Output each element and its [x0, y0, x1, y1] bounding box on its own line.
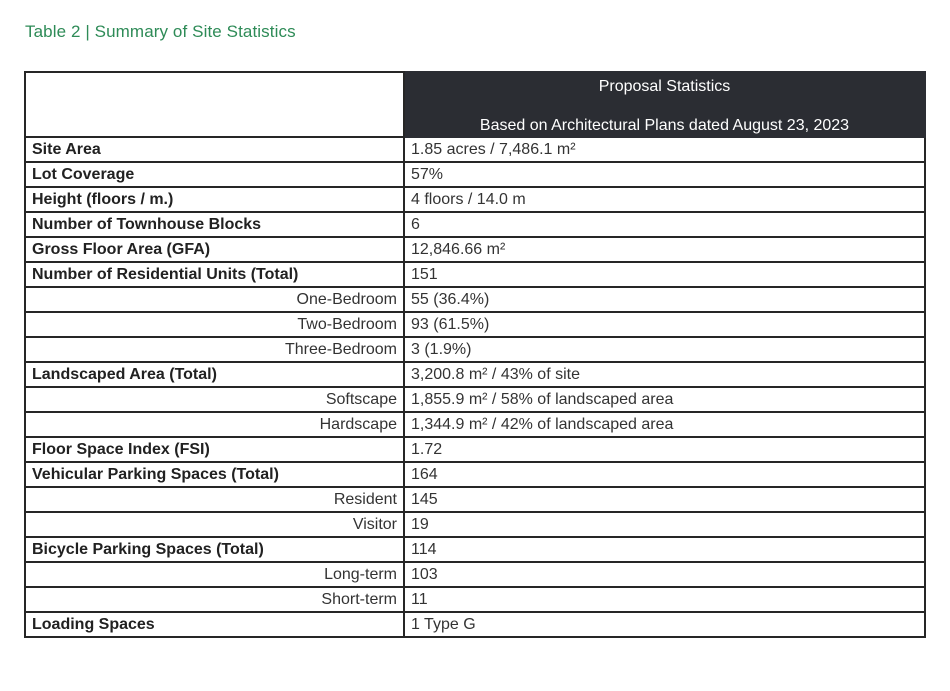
row-label: Vehicular Parking Spaces (Total)	[24, 461, 405, 488]
row-sublabel: Resident	[24, 486, 405, 513]
header-subtitle: Based on Architectural Plans dated Augus…	[479, 117, 850, 134]
row-value: 1 Type G	[403, 611, 926, 638]
row-label: Lot Coverage	[24, 161, 405, 188]
table-row: Bicycle Parking Spaces (Total) 114	[24, 536, 926, 563]
row-label: Height (floors / m.)	[24, 186, 405, 213]
row-value: 145	[403, 486, 926, 513]
header-title: Proposal Statistics	[598, 78, 731, 95]
row-label: Gross Floor Area (GFA)	[24, 236, 405, 263]
row-label: Bicycle Parking Spaces (Total)	[24, 536, 405, 563]
table-header: Proposal Statistics Based on Architectur…	[24, 71, 926, 138]
site-statistics-table: Proposal Statistics Based on Architectur…	[24, 71, 926, 638]
row-value: 11	[403, 586, 926, 613]
row-label: Number of Residential Units (Total)	[24, 261, 405, 288]
row-value: 1,855.9 m² / 58% of landscaped area	[403, 386, 926, 413]
row-value: 19	[403, 511, 926, 538]
table-row: Resident 145	[24, 486, 926, 513]
row-sublabel: One-Bedroom	[24, 286, 405, 313]
row-sublabel: Three-Bedroom	[24, 336, 405, 363]
row-label: Floor Space Index (FSI)	[24, 436, 405, 463]
table-row: One-Bedroom 55 (36.4%)	[24, 286, 926, 313]
table-row: Vehicular Parking Spaces (Total) 164	[24, 461, 926, 488]
row-sublabel: Long-term	[24, 561, 405, 588]
row-value: 55 (36.4%)	[403, 286, 926, 313]
row-value: 3 (1.9%)	[403, 336, 926, 363]
row-label: Loading Spaces	[24, 611, 405, 638]
row-value: 6	[403, 211, 926, 238]
row-sublabel: Short-term	[24, 586, 405, 613]
table-row: Gross Floor Area (GFA) 12,846.66 m²	[24, 236, 926, 263]
row-sublabel: Hardscape	[24, 411, 405, 438]
table-row: Two-Bedroom 93 (61.5%)	[24, 311, 926, 338]
table-row: Hardscape 1,344.9 m² / 42% of landscaped …	[24, 411, 926, 438]
table-row: Height (floors / m.) 4 floors / 14.0 m	[24, 186, 926, 213]
row-value: 12,846.66 m²	[403, 236, 926, 263]
header-row: Proposal Statistics Based on Architectur…	[24, 71, 926, 138]
row-value: 1,344.9 m² / 42% of landscaped area	[403, 411, 926, 438]
table-row: Loading Spaces 1 Type G	[24, 611, 926, 638]
table-body: Site Area 1.85 acres / 7,486.1 m² Lot Cove…	[24, 136, 926, 638]
row-sublabel: Visitor	[24, 511, 405, 538]
row-value: 3,200.8 m² / 43% of site	[403, 361, 926, 388]
row-sublabel: Two-Bedroom	[24, 311, 405, 338]
header-blank-cell	[24, 71, 405, 138]
table-row: Number of Residential Units (Total) 151	[24, 261, 926, 288]
table-row: Long-term 103	[24, 561, 926, 588]
table-row: Lot Coverage 57%	[24, 161, 926, 188]
row-label: Site Area	[24, 136, 405, 163]
table-row: Short-term 11	[24, 586, 926, 613]
row-sublabel: Softscape	[24, 386, 405, 413]
row-value: 57%	[403, 161, 926, 188]
table-caption: Table 2 | Summary of Site Statistics	[25, 22, 296, 41]
table-row: Site Area 1.85 acres / 7,486.1 m²	[24, 136, 926, 163]
table-row: Floor Space Index (FSI) 1.72	[24, 436, 926, 463]
table-row: Number of Townhouse Blocks 6	[24, 211, 926, 238]
table-row: Landscaped Area (Total) 3,200.8 m² / 43% …	[24, 361, 926, 388]
row-value: 4 floors / 14.0 m	[403, 186, 926, 213]
table-row: Visitor 19	[24, 511, 926, 538]
row-value: 114	[403, 536, 926, 563]
row-value: 151	[403, 261, 926, 288]
row-value: 164	[403, 461, 926, 488]
header-proposal-statistics: Proposal Statistics Based on Architectur…	[403, 71, 926, 138]
row-value: 1.85 acres / 7,486.1 m²	[403, 136, 926, 163]
row-label: Number of Townhouse Blocks	[24, 211, 405, 238]
row-value: 93 (61.5%)	[403, 311, 926, 338]
row-value: 1.72	[403, 436, 926, 463]
row-value: 103	[403, 561, 926, 588]
table-row: Three-Bedroom 3 (1.9%)	[24, 336, 926, 363]
row-label: Landscaped Area (Total)	[24, 361, 405, 388]
table-row: Softscape 1,855.9 m² / 58% of landscaped …	[24, 386, 926, 413]
